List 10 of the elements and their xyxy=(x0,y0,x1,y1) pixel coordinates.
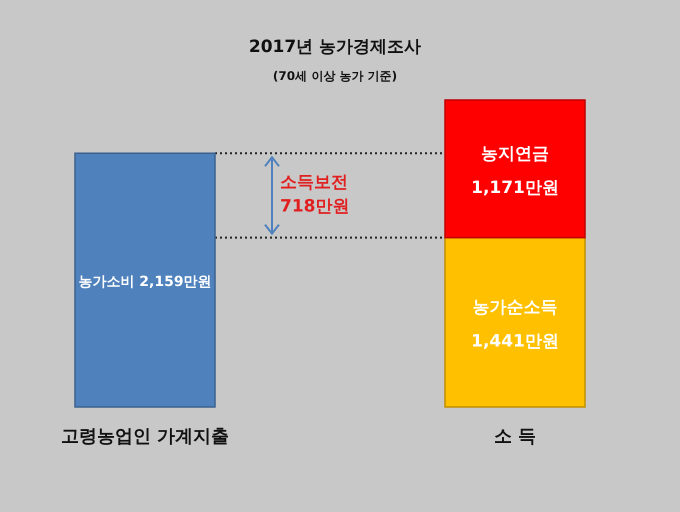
series-label: 농가순소득 xyxy=(472,297,558,318)
text: 농가소비 2,159만원 xyxy=(78,274,212,290)
data-label: 1,441만원 xyxy=(471,331,559,352)
series-label: 농지연금 xyxy=(481,144,549,164)
x-tick-label: 고령농업인 가계지출 xyxy=(60,426,230,447)
data-label: 1,171만원 xyxy=(471,178,559,198)
annotation: 소득보전 718만원 xyxy=(280,172,350,216)
chart-subtitle: (70세 이상 농가 기준) xyxy=(272,69,398,83)
chart-title: 2017년 농가경제조사 xyxy=(248,37,422,57)
x-tick-label: 소 득 xyxy=(494,426,536,447)
